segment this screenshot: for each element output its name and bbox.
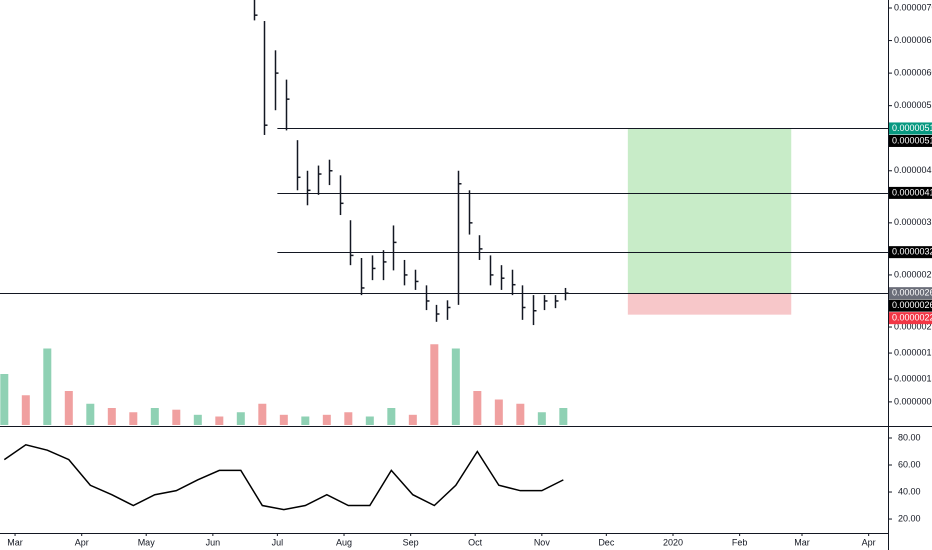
volume-bar (301, 416, 310, 425)
x-tick-label: 2020 (663, 537, 683, 547)
volume-bar (258, 403, 267, 425)
price-tag (889, 134, 932, 147)
volume-bar (0, 374, 9, 425)
volume-bar (365, 416, 374, 425)
volume-bar (537, 412, 546, 425)
y-tick-label: 0.00000095 (894, 396, 932, 406)
volume-bar (408, 414, 417, 425)
volume-bar (21, 395, 30, 425)
volume-bar (107, 408, 116, 425)
y-tick-label: 0.00000130 (894, 373, 932, 383)
volume-bar (451, 348, 460, 425)
volume-bar (322, 414, 331, 425)
volume-bar (215, 416, 224, 425)
volume-bar (86, 403, 95, 425)
volume-bar (43, 348, 52, 425)
x-tick-label: Oct (468, 537, 483, 547)
volume-bar (516, 403, 525, 425)
x-tick-label: Apr (75, 537, 89, 547)
x-tick-label: Dec (598, 537, 615, 547)
y-tick-label: 0.00000700 (894, 2, 932, 12)
price-tag (889, 186, 932, 199)
volume-bar (387, 408, 396, 425)
x-tick-label: Nov (534, 537, 551, 547)
profit-zone (627, 128, 792, 294)
price-tag-label: 0.00000515 (892, 123, 932, 133)
price-tag-label: 0.00000262 (892, 288, 932, 298)
volume-bar (150, 408, 159, 425)
price-tag-label: 0.00000229 (892, 313, 932, 323)
x-tick-label: Apr (862, 537, 876, 547)
volume-bar (473, 391, 482, 425)
price-tag (889, 312, 932, 325)
price-tag (889, 299, 932, 312)
loss-zone (627, 293, 792, 315)
price-tag-label: 0.00000416 (892, 187, 932, 197)
volume-bar (430, 344, 439, 425)
volume-bar (64, 391, 73, 425)
y-tick-label: 0.00000550 (894, 100, 932, 110)
volume-bar (344, 412, 353, 425)
y-tick-label: 0.00000600 (894, 67, 932, 77)
rsi-tick-label: 80.00 (898, 432, 921, 442)
y-tick-label: 0.00000650 (894, 35, 932, 45)
x-tick-label: Mar (7, 537, 23, 547)
price-tag (889, 246, 932, 259)
x-tick-label: Jun (206, 537, 221, 547)
price-tag-label: 0.00000261 (892, 300, 932, 310)
x-tick-label: Feb (732, 537, 748, 547)
price-tag-label: 0.00000515 (892, 135, 932, 145)
rsi-tick-label: 40.00 (898, 486, 921, 496)
x-tick-label: Sep (403, 537, 419, 547)
rsi-line (3, 443, 564, 511)
price-tag-label: 0.00000325 (892, 247, 932, 257)
x-tick-label: Jul (272, 537, 284, 547)
volume-bar (129, 412, 138, 425)
y-tick-label: 0.00000450 (894, 165, 932, 175)
rsi-tick-label: 20.00 (898, 513, 921, 523)
volume-bar (193, 414, 202, 425)
y-tick-label: 0.00000210 (894, 321, 932, 331)
x-tick-label: Mar (794, 537, 810, 547)
y-tick-label: 0.00000370 (894, 217, 932, 227)
y-tick-label: 0.00000290 (894, 269, 932, 279)
volume-bar (236, 412, 245, 425)
rsi-tick-label: 60.00 (898, 459, 921, 469)
volume-bar (559, 408, 568, 425)
price-tag (889, 287, 932, 300)
volume-bar (494, 399, 503, 425)
x-tick-label: Aug (336, 537, 352, 547)
y-tick-label: 0.00000170 (894, 347, 932, 357)
price-tag (889, 122, 932, 135)
volume-bar (172, 409, 181, 425)
volume-bar (279, 414, 288, 425)
x-tick-label: May (138, 537, 156, 547)
